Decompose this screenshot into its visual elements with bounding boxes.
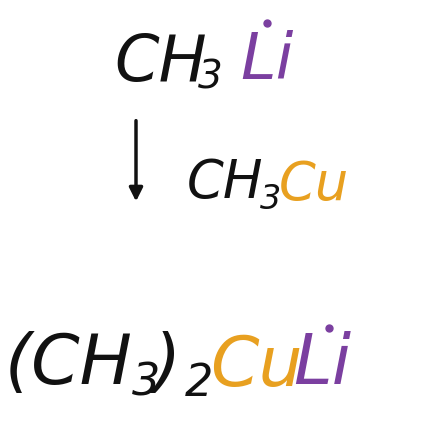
Text: 3: 3 (132, 362, 160, 405)
Text: 3: 3 (260, 184, 281, 216)
Text: (CH: (CH (4, 330, 132, 398)
Text: CH: CH (115, 32, 207, 94)
Text: 2: 2 (185, 362, 213, 405)
Text: Li: Li (293, 330, 351, 398)
Text: CH: CH (187, 157, 264, 209)
Text: Cu: Cu (210, 333, 303, 400)
Text: 3: 3 (198, 59, 222, 97)
Text: Cu: Cu (278, 159, 348, 211)
Text: Li: Li (240, 30, 294, 92)
Text: ): ) (153, 330, 180, 398)
